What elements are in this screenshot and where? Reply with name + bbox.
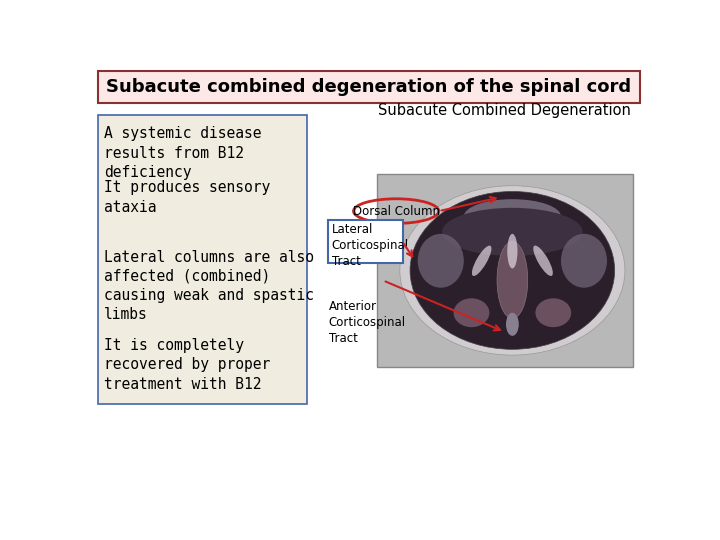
Ellipse shape — [418, 234, 464, 288]
FancyBboxPatch shape — [98, 115, 307, 403]
Ellipse shape — [506, 313, 519, 336]
Text: Subacute Combined Degeneration: Subacute Combined Degeneration — [378, 104, 631, 118]
Ellipse shape — [534, 246, 553, 276]
Ellipse shape — [454, 298, 490, 327]
Text: It produces sensory
ataxia: It produces sensory ataxia — [104, 180, 270, 214]
Text: Lateral columns are also
affected (combined)
causing weak and spastic
limbs: Lateral columns are also affected (combi… — [104, 249, 314, 322]
Text: It is completely
recovered by proper
treatment with B12: It is completely recovered by proper tre… — [104, 338, 270, 392]
Ellipse shape — [561, 234, 607, 288]
Ellipse shape — [464, 199, 561, 234]
Ellipse shape — [536, 298, 571, 327]
Ellipse shape — [410, 192, 615, 349]
Text: Subacute combined degeneration of the spinal cord: Subacute combined degeneration of the sp… — [107, 78, 631, 96]
FancyBboxPatch shape — [328, 220, 403, 264]
FancyBboxPatch shape — [377, 174, 632, 367]
Text: Dorsal Column: Dorsal Column — [353, 205, 440, 218]
Text: A systemic disease
results from B12
deficiency: A systemic disease results from B12 defi… — [104, 126, 261, 180]
Ellipse shape — [472, 246, 492, 276]
Text: Anterior
Corticospinal
Tract: Anterior Corticospinal Tract — [329, 300, 406, 345]
Ellipse shape — [400, 186, 625, 355]
FancyBboxPatch shape — [98, 71, 640, 103]
Ellipse shape — [497, 241, 528, 319]
Text: Lateral
Corticospinal
Tract: Lateral Corticospinal Tract — [332, 224, 409, 268]
Ellipse shape — [508, 234, 518, 268]
Ellipse shape — [442, 208, 582, 256]
